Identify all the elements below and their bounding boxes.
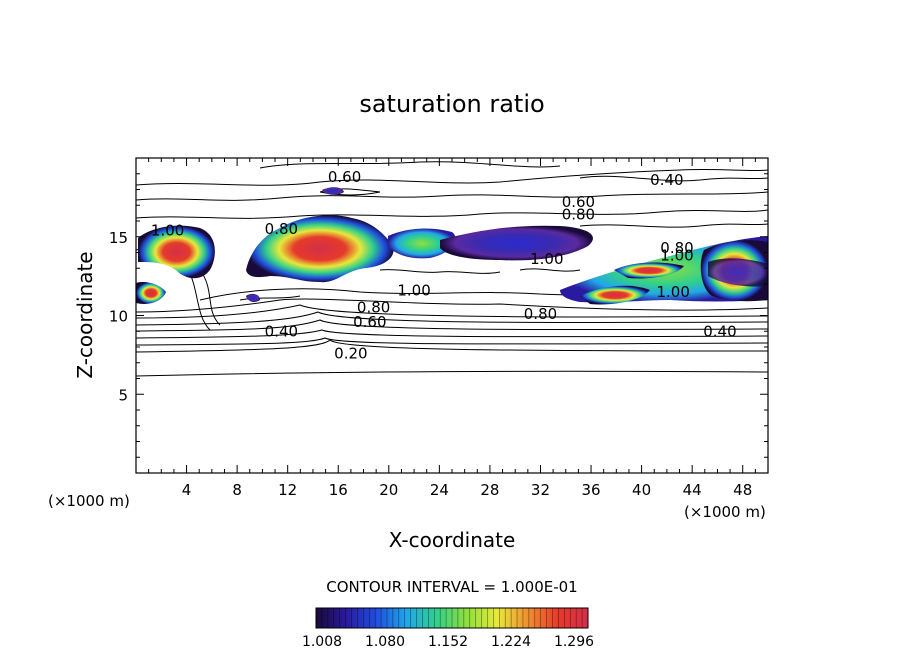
contour-line — [136, 370, 768, 377]
colorbar-tick-label: 1.080 — [365, 634, 405, 650]
field-small-blue — [246, 293, 260, 303]
contour-label: 1.00 — [656, 283, 689, 301]
contour-line — [136, 304, 768, 319]
colorbar-tick-label: 1.224 — [491, 634, 531, 650]
x-axis-unit: (×1000 m) — [684, 503, 766, 521]
x-tick-label: 16 — [329, 481, 348, 499]
x-tick-label: 20 — [379, 481, 398, 499]
contour-line — [136, 191, 768, 201]
y-axis-ticks: 5 10 15 — [109, 173, 768, 458]
contour-line — [136, 339, 768, 353]
field-west-lower — [136, 282, 166, 304]
y-axis-label: Z-coordinate — [73, 251, 97, 378]
colorbar: 1.008 1.080 1.152 1.224 1.296 — [302, 607, 594, 650]
contour-label: 0.20 — [334, 344, 367, 362]
contour-label: 1.00 — [397, 281, 430, 299]
contour-label: 0.60 — [353, 313, 386, 331]
field-east-core — [580, 285, 650, 305]
colorbar-ticks: 1.008 1.080 1.152 1.224 1.296 — [302, 634, 594, 650]
x-tick-label: 8 — [232, 481, 242, 499]
contour-label: 0.80 — [660, 239, 693, 257]
x-tick-label: 32 — [531, 481, 550, 499]
field-east-core2 — [614, 262, 684, 279]
contour-labels: 0.60 0.400.600.801.00 0.801.000.801.001.00… — [151, 168, 737, 362]
y-tick-label: 15 — [109, 229, 128, 247]
contour-line — [136, 209, 768, 219]
colorbar-tick-label: 1.008 — [302, 634, 342, 650]
field-central — [246, 215, 394, 283]
contour-line — [136, 319, 768, 332]
contour-label: 0.40 — [650, 171, 683, 189]
field-west-upper — [138, 225, 215, 279]
x-tick-label: 36 — [581, 481, 600, 499]
x-tick-label: 28 — [480, 481, 499, 499]
field-small-blue2 — [322, 187, 344, 195]
plot-area: 0.60 0.400.600.801.00 0.801.000.801.001.00… — [136, 161, 768, 377]
supersaturation-fields — [136, 187, 768, 305]
contour-line — [136, 298, 768, 313]
field-far-east-blue — [708, 258, 768, 287]
y-tick-label: 5 — [118, 386, 128, 404]
colorbar-tick-label: 1.296 — [554, 634, 594, 650]
contour-interval-label: CONTOUR INTERVAL = 1.000E-01 — [326, 578, 577, 596]
x-tick-label: 24 — [430, 481, 449, 499]
contour-label: 0.80 — [524, 305, 557, 323]
x-tick-label: 40 — [632, 481, 651, 499]
contour-label: 1.00 — [151, 221, 184, 239]
contour-line — [379, 269, 501, 274]
contour-line — [579, 223, 768, 228]
contour-label: 0.80 — [562, 206, 595, 224]
field-central-east — [388, 228, 456, 259]
contour-line — [136, 168, 768, 186]
y-axis-unit: (×1000 m) — [48, 492, 130, 510]
contour-line — [239, 295, 301, 301]
chart-title: saturation ratio — [359, 90, 544, 118]
colorbar-hatch — [321, 608, 583, 628]
x-tick-label: 4 — [182, 481, 192, 499]
contour-label: 1.00 — [660, 247, 693, 265]
contour-line — [136, 337, 768, 346]
contour-line — [136, 311, 768, 326]
contour-label: 1.00 — [530, 250, 563, 268]
field-blue-band — [440, 225, 593, 261]
contour-line — [259, 161, 561, 169]
x-axis-label: X-coordinate — [389, 528, 516, 552]
contour-line — [579, 175, 768, 182]
contour-label: 0.60 — [562, 193, 595, 211]
contour-label: 0.40 — [703, 322, 736, 340]
contour-label: 0.60 — [328, 168, 361, 186]
x-tick-label: 12 — [278, 481, 297, 499]
contour-label: 0.80 — [357, 299, 390, 317]
x-axis-ticks: 4 8 12 16 20 24 28 32 36 40 44 48 — [148, 158, 756, 499]
colorbar-tick-label: 1.152 — [428, 634, 468, 650]
contour-label: 0.80 — [265, 220, 298, 238]
x-tick-label: 48 — [733, 481, 752, 499]
y-tick-label: 10 — [109, 308, 128, 326]
contour-line — [136, 329, 768, 339]
x-tick-label: 44 — [683, 481, 702, 499]
contour-label: 0.40 — [265, 322, 298, 340]
contour-line — [519, 268, 581, 272]
